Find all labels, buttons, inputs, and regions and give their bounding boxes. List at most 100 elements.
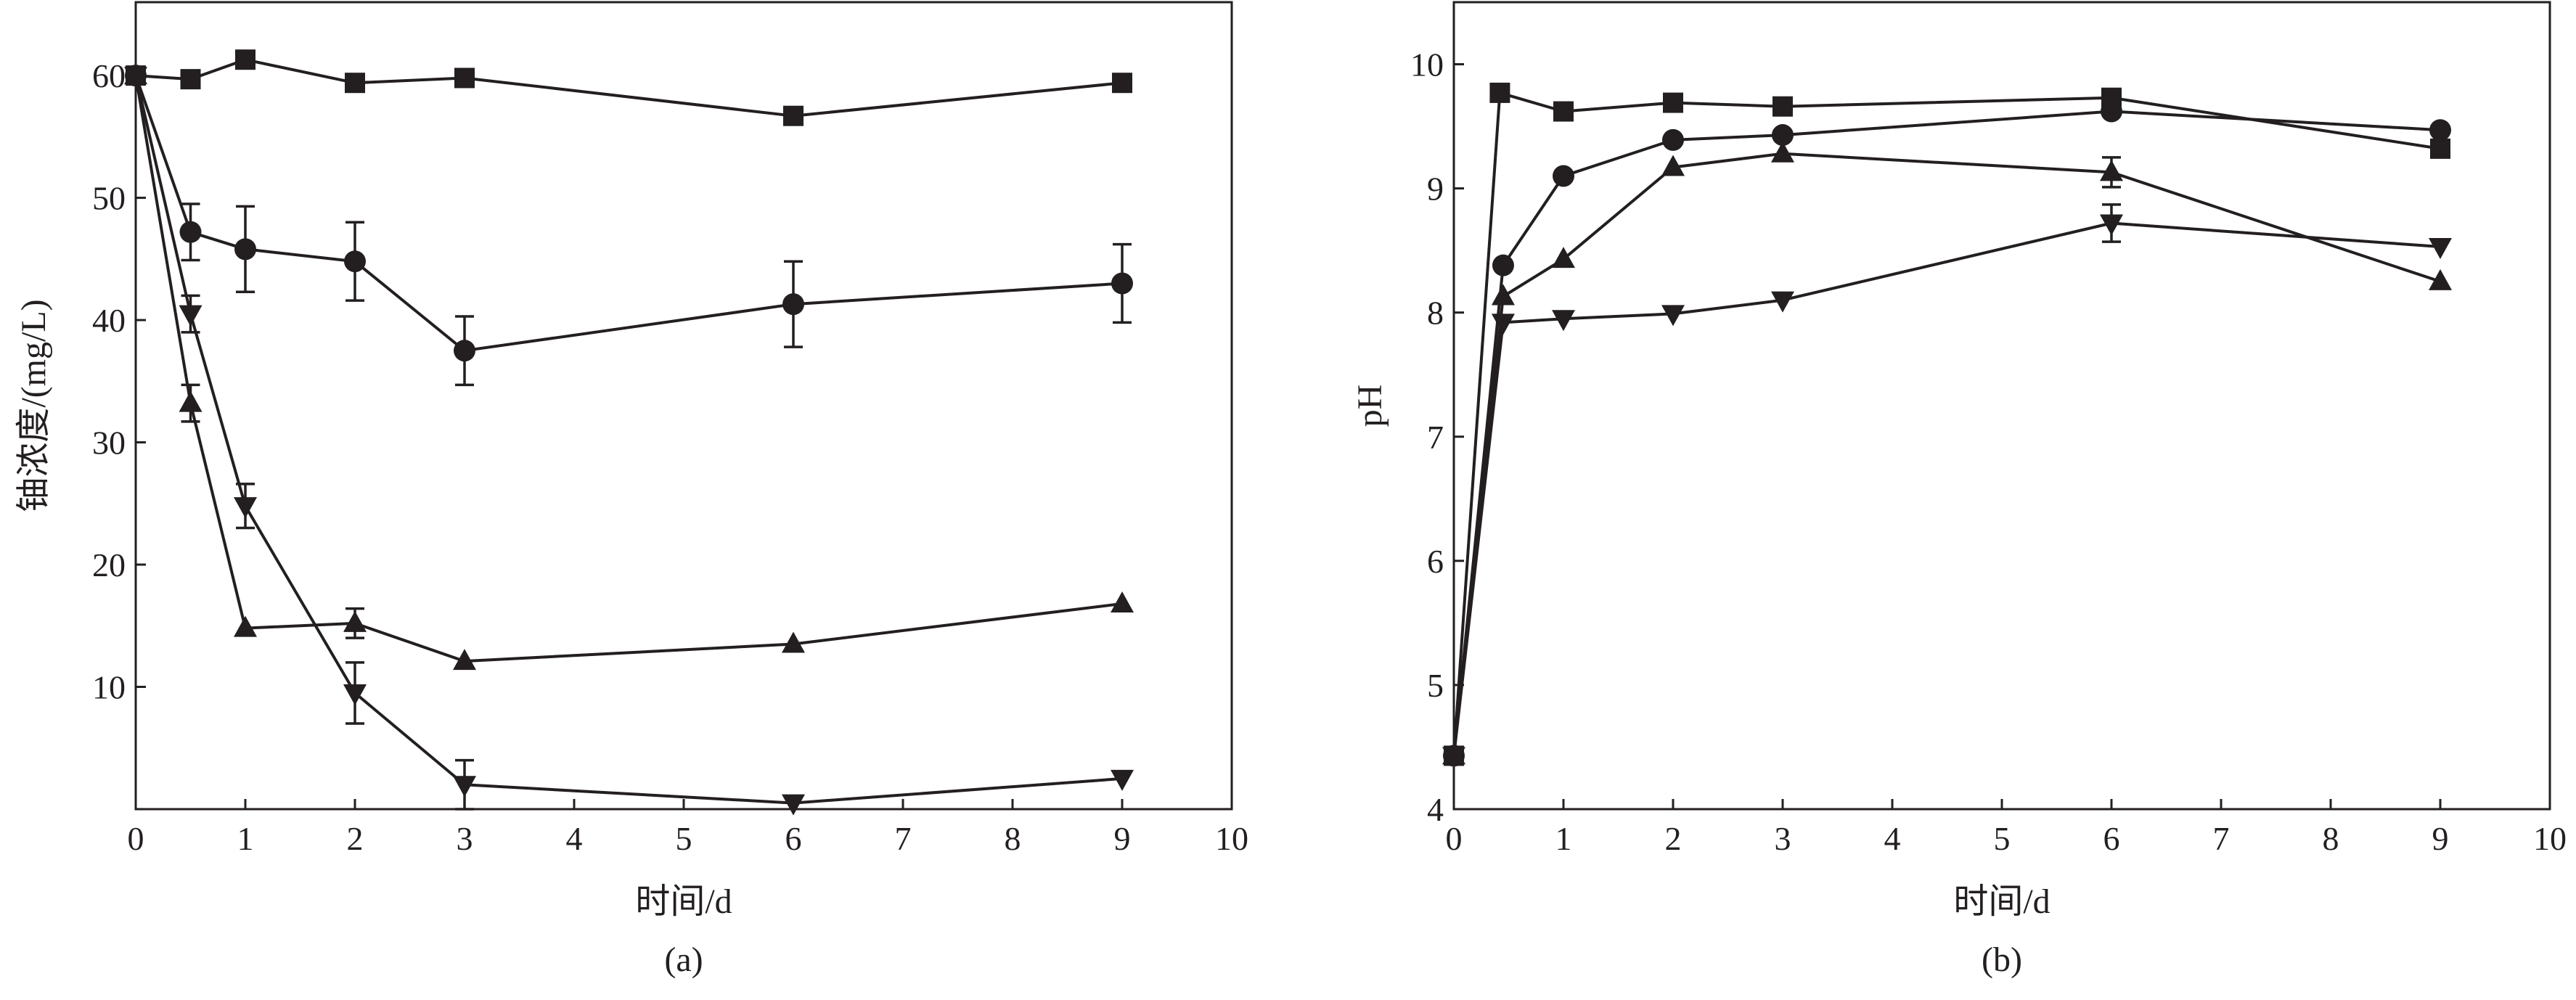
panel-b-x-tick-label: 3 — [1775, 820, 1791, 857]
panel-b-x-axis-label: 时间/d — [1953, 882, 2050, 921]
panel-a-series-line — [134, 75, 1123, 805]
panel-a-point-triangle-down — [234, 497, 257, 519]
panel-a-x-axis-label: 时间/d — [635, 882, 732, 921]
panel-b-point-triangle-down — [1552, 310, 1575, 332]
panel-a-point-triangle-down — [1111, 769, 1134, 791]
panel-b-point-triangle-down — [2429, 238, 2452, 260]
panel-b-x-tick-label: 4 — [1884, 820, 1901, 857]
panel-a-point-triangle-up — [1111, 591, 1134, 612]
panel-b-y-tick-label: 8 — [1427, 295, 1444, 332]
panel-b-point-circle — [1662, 128, 1684, 151]
panel-a-point-triangle-down — [179, 305, 203, 327]
panel-a-x-tick-label: 2 — [347, 820, 364, 857]
panel-b-point-triangle-down — [1661, 305, 1685, 327]
panel-b-series-triangle-up — [1442, 141, 2452, 765]
panel-b-series-triangle-down — [1442, 203, 2452, 769]
panel-a-x-tick-label: 1 — [237, 820, 254, 857]
panel-a-point-circle — [454, 340, 475, 362]
panel-b-series-line — [1452, 152, 2441, 756]
panel-b-y-tick-label: 10 — [1410, 46, 1444, 83]
panel-b-point-circle — [1492, 254, 1514, 276]
panel-a-point-circle — [179, 221, 202, 243]
panel-a-x-tick-label: 9 — [1114, 820, 1131, 857]
panel-b-x-tick-label: 9 — [2432, 820, 2449, 857]
panel-a-series-triangle-up — [124, 63, 1134, 671]
panel-b-point-triangle-up — [1491, 284, 1515, 306]
panel-a-y-tick-label: 40 — [92, 302, 126, 339]
panel-a-x-tick-label: 3 — [457, 820, 473, 857]
panel-a-point-circle — [1111, 272, 1133, 295]
panel-b-x-tick-label: 6 — [2103, 820, 2120, 857]
panel-b-y-tick-label: 9 — [1427, 171, 1444, 208]
panel-a-point-triangle-up — [179, 390, 203, 412]
panel-a-point-triangle-up — [234, 615, 257, 637]
panel-a-y-tick-label: 10 — [92, 669, 126, 706]
panel-a-x-tick-label: 4 — [566, 820, 583, 857]
panel-b-series-circle — [1443, 100, 2451, 767]
panel-b-plot-area — [1442, 82, 2452, 769]
panel-a-point-triangle-up — [453, 649, 476, 671]
panel-b-series-line — [1452, 91, 2441, 756]
panel-b-point-square — [2430, 138, 2450, 159]
panel-a-series-circle — [125, 65, 1133, 387]
panel-a-point-triangle-down — [124, 67, 147, 89]
panel-b-point-triangle-down — [2100, 214, 2123, 236]
panel-a-point-square — [235, 49, 255, 70]
panel-b-y-tick-label: 4 — [1427, 791, 1444, 828]
panel-a-x-tick-label: 8 — [1005, 820, 1021, 857]
panel-a-x-tick-label: 10 — [1215, 820, 1248, 857]
panel-a-point-square — [454, 67, 475, 89]
panel-b-x-tick-label: 0 — [1446, 820, 1463, 857]
panel-b-frame — [1452, 1, 2551, 811]
panel-b-x-tick-label: 1 — [1555, 820, 1572, 857]
panel-a-x-tick-label: 0 — [128, 820, 144, 857]
panel-b-point-triangle-up — [2429, 269, 2452, 290]
panel-a-point-square — [1112, 73, 1132, 94]
panel-b-point-square — [1553, 101, 1574, 122]
panel-b-x-tick-label: 8 — [2323, 820, 2339, 857]
panel-b-point-square — [1772, 96, 1793, 117]
panel-a-series-line — [135, 58, 1123, 118]
panel-a-x-tick-label: 5 — [676, 820, 692, 857]
panel-a-plot-area — [124, 49, 1134, 816]
panel-a-frame — [134, 1, 1233, 811]
panel-b-point-square — [1663, 92, 1683, 113]
panel-b-point-triangle-up — [1552, 247, 1575, 269]
panel-b-y-tick-label: 5 — [1427, 667, 1444, 704]
panel-b-point-circle — [1553, 165, 1574, 187]
panel-a-point-circle — [344, 250, 366, 273]
panel-a-y-tick-label: 60 — [92, 57, 126, 94]
panel-a-point-triangle-up — [343, 610, 367, 632]
panel-a-point-square — [180, 69, 201, 90]
panel-b-series-line — [1452, 221, 2441, 756]
panel-b-point-triangle-down — [1771, 291, 1794, 313]
panel-b-y-axis: 4 5 6 7 8 9 10 — [1410, 46, 1464, 828]
panel-a-y-tick-label: 50 — [92, 180, 126, 217]
panel-b-point-triangle-down — [1491, 313, 1515, 335]
panel-b-x-tick-label: 10 — [2533, 820, 2567, 857]
panel-b: 0 1 2 3 4 5 6 7 8 9 10 4 5 6 7 8 9 10 时间/d (b) pH — [1351, 1, 2567, 979]
panel-a-x-tick-label: 7 — [895, 820, 912, 857]
panel-b-point-triangle-up — [1661, 155, 1685, 176]
panel-a-x-tick-label: 6 — [785, 820, 802, 857]
panel-b-point-circle — [2429, 119, 2451, 142]
panel-a-y-tick-label: 30 — [92, 425, 126, 462]
panel-a-point-triangle-down — [782, 794, 805, 816]
panel-b-y-axis-label: pH — [1351, 385, 1389, 427]
panel-b-x-tick-label: 7 — [2213, 820, 2230, 857]
panel-b-point-square — [1489, 82, 1510, 103]
panel-b-label: (b) — [1982, 940, 2022, 979]
panel-a-point-circle — [234, 238, 256, 261]
panel-b-point-triangle-up — [2100, 160, 2123, 181]
panel-b-x-axis: 0 1 2 3 4 5 6 7 8 9 10 — [1446, 799, 2567, 857]
panel-b-x-tick-label: 5 — [1994, 820, 2011, 857]
panel-b-x-tick-label: 2 — [1665, 820, 1682, 857]
panel-a-y-axis: 10 20 30 40 50 60 — [92, 57, 146, 706]
panel-a-point-triangle-up — [782, 631, 805, 653]
panel-a-label: (a) — [664, 940, 703, 979]
panel-b-point-circle — [1772, 124, 1794, 147]
panel-a-point-triangle-down — [343, 684, 367, 705]
panel-a-series-line — [134, 75, 1123, 353]
